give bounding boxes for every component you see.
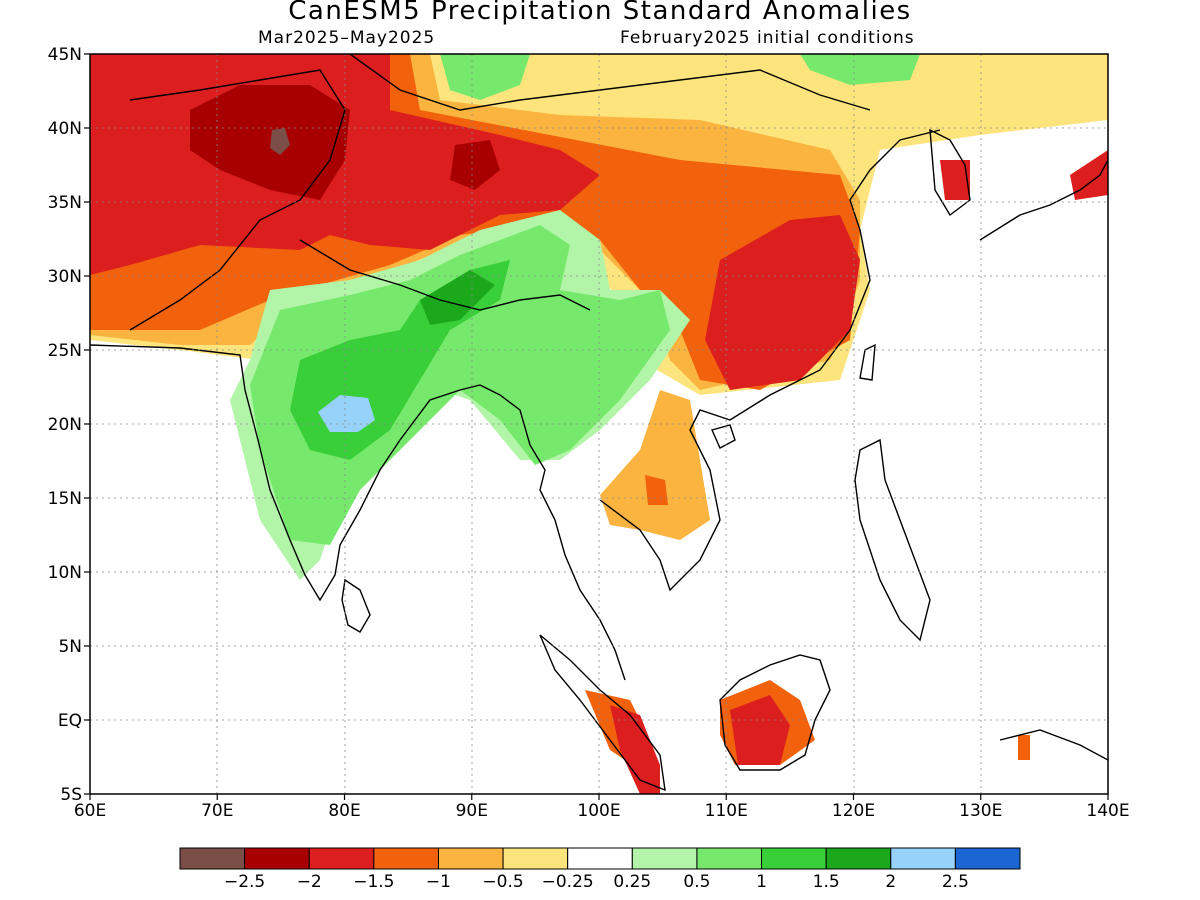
colorbar-label: 2.5 (942, 872, 969, 892)
colorbar-swatch (244, 847, 310, 870)
lon-tick-label: 130E (959, 801, 1002, 821)
lon-tick-label: 140E (1086, 801, 1129, 821)
lon-tick-label: 100E (577, 801, 620, 821)
colorbar-swatch (437, 847, 504, 870)
sri-lanka-coast (341, 578, 371, 633)
anomaly-region-strong-dry-sumatra (610, 705, 660, 794)
philippines-coast (854, 438, 931, 642)
colorbar-swatch (761, 847, 827, 870)
central-asia-borders (129, 69, 346, 331)
colorbar-swatch (890, 847, 956, 870)
lat-tick-label: 5S (60, 785, 82, 805)
map-title: CanESM5 Precipitation Standard Anomalies (288, 0, 912, 26)
lat-tick-label: 5N (58, 637, 82, 657)
anomaly-region-very-strong-wet (318, 395, 375, 432)
bay-of-bengal-coast (479, 384, 626, 681)
sumatra-coast (539, 634, 666, 792)
anomaly-region-strong-wet (420, 270, 495, 325)
forecast-period: Mar2025–May2025 (258, 28, 436, 48)
lon-tick-label: 110E (705, 801, 748, 821)
anomaly-region-moderate-wet (250, 225, 670, 545)
borneo-coast (719, 654, 831, 771)
anomaly-region-wet-mongolia (440, 54, 530, 100)
longitude-axis: 60E 70E 80E 90E 100E 110E 120E 130E 140E (74, 794, 1130, 821)
initial-conditions: February2025 initial conditions (620, 28, 915, 48)
lon-tick-label: 90E (456, 801, 488, 821)
lat-tick-label: 30N (48, 267, 82, 287)
lon-tick-label: 60E (74, 801, 106, 821)
lon-tick-label: 80E (328, 801, 360, 821)
anomaly-region-extreme-dry (270, 128, 290, 155)
lon-tick-label: 70E (201, 801, 233, 821)
colorbar-swatch (308, 847, 375, 870)
colorbar-label: −2 (297, 872, 322, 892)
lat-tick-label: 25N (48, 341, 82, 361)
colorbar-label: 1.5 (813, 872, 840, 892)
colorbar: −2.5 −2 −1.5 −1 −0.5 −0.25 0.25 0.5 1 1.5 2 2.5 (179, 847, 1021, 892)
lat-tick-label: EQ (58, 711, 82, 731)
coastlines (90, 54, 1108, 792)
lat-tick-label: 40N (48, 119, 82, 139)
lat-tick-label: 15N (48, 489, 82, 509)
colorbar-label: 2 (885, 872, 896, 892)
himalaya-border (299, 239, 591, 311)
colorbar-label: −1 (426, 872, 451, 892)
anomaly-region-wet-ne-mongolia (800, 54, 920, 85)
anomaly-region-dry-new-guinea (1018, 735, 1030, 760)
lat-tick-label: 20N (48, 415, 82, 435)
lat-tick-label: 35N (48, 193, 82, 213)
anomaly-region-strong-dry-korea (940, 160, 970, 200)
colorbar-swatch (696, 847, 763, 870)
new-guinea-coast (999, 729, 1108, 761)
anomaly-region-very-strong-dry-tibet (450, 140, 500, 190)
lon-tick-label: 120E (832, 801, 875, 821)
indochina-coast (599, 129, 941, 592)
japan-coast (979, 159, 1108, 241)
colorbar-label: −1.5 (353, 872, 394, 892)
korea-coast (929, 128, 971, 217)
colorbar-label: 1 (756, 872, 767, 892)
colorbar-label: 0.25 (613, 872, 651, 892)
india-coastline (90, 344, 481, 602)
anomaly-region-strong-dry-borneo (730, 695, 790, 765)
gridlines (90, 54, 1108, 794)
colorbar-label: −2.5 (224, 872, 265, 892)
lat-tick-label: 45N (48, 45, 82, 65)
colorbar-swatch (502, 847, 569, 870)
colorbar-label: 0.5 (683, 872, 710, 892)
china-mongolia-border (349, 54, 871, 111)
colorbar-swatch (825, 847, 892, 870)
hainan-coast (711, 424, 736, 449)
colorbar-swatch (567, 847, 633, 870)
anomaly-region-very-strong-dry (190, 85, 350, 200)
colorbar-swatch (954, 847, 1021, 870)
latitude-axis: 45N 40N 35N 30N 25N 20N 15N 10N 5N EQ 5S (48, 45, 90, 805)
colorbar-swatch (373, 847, 439, 870)
colorbar-swatch (631, 847, 698, 870)
anomaly-region-strong-dry-se-china (705, 215, 860, 390)
lat-tick-label: 10N (48, 563, 82, 583)
colorbar-label: −0.5 (482, 872, 523, 892)
colorbar-swatch (179, 847, 246, 870)
colorbar-label: −0.25 (542, 872, 594, 892)
taiwan-coast (859, 343, 876, 381)
anomaly-region-dry-indochina (600, 390, 710, 540)
anomaly-region-strong-dry-japan (1070, 150, 1108, 200)
anomaly-region-strong-dry-indochina (645, 475, 668, 505)
